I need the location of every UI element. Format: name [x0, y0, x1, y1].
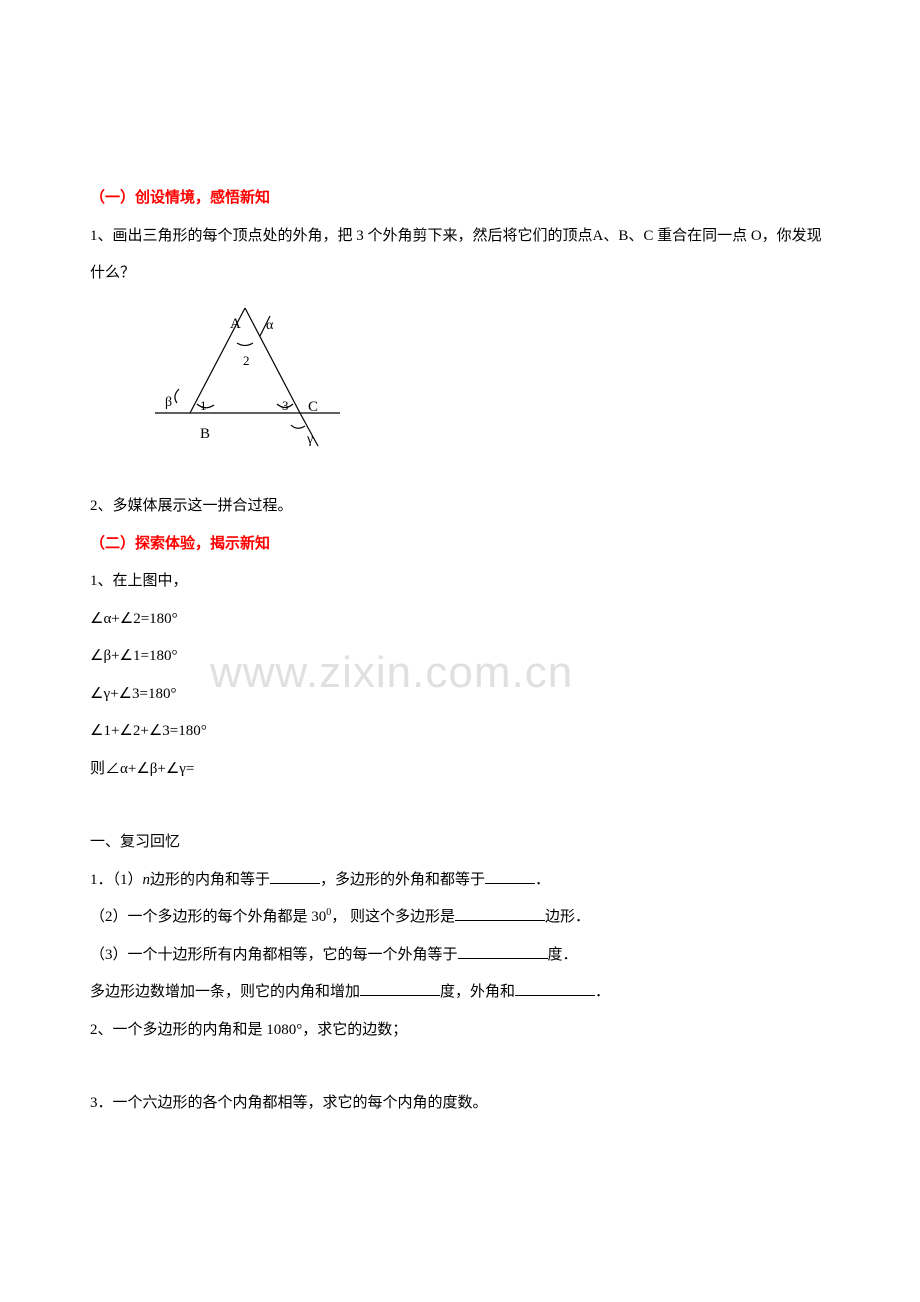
review-title: 一、复习回忆 — [90, 824, 830, 862]
label-A: A — [230, 316, 241, 332]
triangle-diagram: A B C α β γ 1 2 3 — [140, 298, 830, 484]
review-q1-4-text3: ． — [595, 984, 610, 1000]
review-q2: 2、一个多边形的内角和是 1080°，求它的边数； — [90, 1012, 830, 1050]
review-q1-3-text2: 度． — [548, 947, 578, 963]
review-q1-4-text1: 多边形边数增加一条，则它的内角和增加 — [90, 984, 360, 1000]
review-q1-4: 多边形边数增加一条，则它的内角和增加 度，外角和 ． — [90, 974, 830, 1012]
section2-eq1: ∠α+∠2=180° — [90, 601, 830, 639]
review-q1-1-prefix: 1．（1） — [90, 872, 143, 888]
label-B: B — [200, 426, 210, 442]
label-3: 3 — [282, 398, 289, 413]
review-q1-1-suffix: ． — [535, 872, 550, 888]
review-q1-3: （3）一个十边形所有内角都相等，它的每一个外角等于 度． — [90, 937, 830, 975]
blank-2 — [485, 883, 535, 884]
section2-line1: 1、在上图中， — [90, 563, 830, 601]
review-q3: 3．一个六边形的各个内角都相等，求它的每个内角的度数。 — [90, 1085, 830, 1123]
blank-4 — [458, 958, 548, 959]
section2-heading: （二）探索体验，揭示新知 — [90, 526, 830, 564]
review-q1-2: （2）一个多边形的每个外角都是 300， 则这个多边形是边形． — [90, 899, 830, 937]
review-q1-4-text2: 度，外角和 — [440, 984, 515, 1000]
blank-1 — [270, 883, 320, 884]
review-q1-2-text3: 边形． — [545, 909, 590, 925]
review-q1-3-text1: （3）一个十边形所有内角都相等，它的每一个外角等于 — [90, 947, 458, 963]
label-2: 2 — [243, 353, 250, 368]
section1-q1: 1、画出三角形的每个顶点处的外角，把 3 个外角剪下来，然后将它们的顶点A、B、… — [90, 218, 830, 293]
blank-6 — [515, 995, 595, 996]
review-q1-1-n: n — [143, 872, 151, 888]
section2-eq3: ∠γ+∠3=180° — [90, 676, 830, 714]
review-q1-1-text1: 边形的内角和等于 — [150, 872, 270, 888]
label-1: 1 — [200, 398, 207, 413]
section1-heading: （一）创设情境，感悟新知 — [90, 180, 830, 218]
review-q1-2-text2: ， 则这个多边形是 — [331, 909, 455, 925]
section2-eq2: ∠β+∠1=180° — [90, 638, 830, 676]
section1-q2: 2、多媒体展示这一拼合过程。 — [90, 488, 830, 526]
review-q1-1: 1．（1）n边形的内角和等于 ，多边形的外角和都等于 ． — [90, 862, 830, 900]
label-gamma: γ — [306, 432, 313, 447]
label-beta: β — [165, 395, 172, 410]
blank-5 — [360, 995, 440, 996]
review-q1-2-text1: （2）一个多边形的每个外角都是 30 — [90, 909, 326, 925]
section2-eq5: 则∠α+∠β+∠γ= — [90, 751, 830, 789]
label-alpha: α — [266, 318, 274, 333]
review-q1-1-text2: ，多边形的外角和都等于 — [320, 872, 485, 888]
blank-3 — [455, 920, 545, 921]
section2-eq4: ∠1+∠2+∠3=180° — [90, 713, 830, 751]
label-C: C — [308, 399, 318, 415]
